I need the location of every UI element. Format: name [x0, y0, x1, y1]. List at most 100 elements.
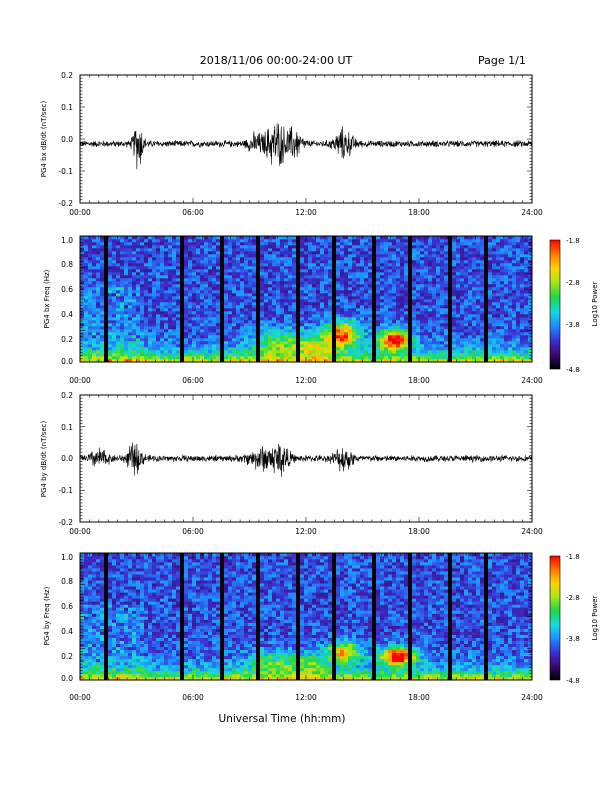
spectrogram-cell [484, 257, 489, 261]
spectrogram-cell [424, 278, 429, 282]
spectrogram-cell [396, 347, 401, 351]
spectrogram-cell [296, 284, 301, 288]
spectrogram-cell [112, 284, 117, 288]
spectrogram-cell [232, 290, 237, 294]
spectrogram-cell [216, 296, 221, 300]
spectrogram-cell [96, 239, 101, 243]
spectrogram-cell [268, 338, 273, 342]
spectrogram-cell [180, 266, 185, 270]
spectrogram-cell [172, 251, 177, 255]
spectrogram-cell [388, 245, 393, 249]
spectrogram-cell [468, 245, 473, 249]
spectrogram-cell [92, 311, 97, 315]
spectrogram-cell [136, 317, 141, 321]
spectrogram-cell [160, 341, 165, 345]
spectrogram-cell [240, 296, 245, 300]
spectrogram-cell [352, 314, 357, 318]
spectrogram-cell [464, 305, 469, 309]
spectrogram-cell [440, 263, 445, 267]
spectrogram-cell [388, 320, 393, 324]
spectrogram-cell [204, 344, 209, 348]
spectrogram-cell [404, 350, 409, 354]
spectrogram-cell [484, 332, 489, 336]
spectrogram-cell [392, 269, 397, 273]
spectrogram-cell [180, 275, 185, 279]
spectrogram-cell [380, 332, 385, 336]
spectrogram-cell [440, 338, 445, 342]
spectrogram-cell [356, 296, 361, 300]
spectrogram-cell [288, 287, 293, 291]
spectrogram-cell [488, 320, 493, 324]
spectrogram-cell [492, 332, 497, 336]
spectrogram-cell [408, 344, 413, 348]
spectrogram-cell [108, 242, 113, 246]
spectrogram-cell [124, 350, 129, 354]
spectrogram-cell [220, 281, 225, 285]
spectrogram-cell [380, 356, 385, 360]
spectrogram-cell [296, 329, 301, 333]
spectrogram-cell [404, 269, 409, 273]
spectrogram-cell [100, 251, 105, 255]
spectrogram-cell [376, 311, 381, 315]
spectrogram-cell [296, 302, 301, 306]
spectrogram-cell [96, 266, 101, 270]
spectrogram-cell [308, 272, 313, 276]
spectrogram-cell [380, 293, 385, 297]
spectrogram-cell [388, 344, 393, 348]
spectrogram-cell [444, 332, 449, 336]
spectrogram-cell [348, 341, 353, 345]
spectrogram-cell [296, 299, 301, 303]
spectrogram-cell [320, 290, 325, 294]
spectrogram-cell [248, 359, 253, 363]
spectrogram-cell [444, 293, 449, 297]
spectrogram-cell [500, 311, 505, 315]
spectrogram-cell [340, 287, 345, 291]
spectrogram-cell [208, 290, 213, 294]
spectrogram-cell [320, 347, 325, 351]
spectrogram-cell [260, 248, 265, 252]
spectrogram-cell [128, 257, 133, 261]
spectrogram-cell [400, 290, 405, 294]
spectrogram-cell [328, 245, 333, 249]
spectrogram-cell [308, 317, 313, 321]
spectrogram-cell [428, 245, 433, 249]
spectrogram-cell [240, 236, 245, 240]
spectrogram-cell [456, 359, 461, 363]
spectrogram-cell [404, 326, 409, 330]
spectrogram-cell [104, 248, 109, 252]
spectrogram-cell [372, 287, 377, 291]
spectrogram-cell [128, 323, 133, 327]
spectrogram-cell [320, 302, 325, 306]
spectrogram-cell [408, 296, 413, 300]
spectrogram-cell [400, 242, 405, 246]
spectrogram-cell [384, 332, 389, 336]
spectrogram-cell [148, 344, 153, 348]
spectrogram-cell [352, 335, 357, 339]
spectrogram-cell [108, 341, 113, 345]
spectrogram-cell [448, 287, 453, 291]
spectrogram-cell [148, 359, 153, 363]
spectrogram-cell [260, 311, 265, 315]
spectrogram-cell [468, 341, 473, 345]
spectrogram-cell [504, 287, 509, 291]
spectrogram-cell [208, 293, 213, 297]
spectrogram-cell [140, 344, 145, 348]
spectrogram-cell [108, 332, 113, 336]
spectrogram-cell [520, 302, 525, 306]
spectrogram-cell [352, 266, 357, 270]
spectrogram-cell [408, 239, 413, 243]
spectrogram-cell [140, 284, 145, 288]
spectrogram-cell [220, 302, 225, 306]
spectrogram-cell [92, 308, 97, 312]
spectrogram-cell [352, 284, 357, 288]
spectrogram-cell [316, 272, 321, 276]
spectrogram-cell [92, 275, 97, 279]
spectrogram-cell [460, 242, 465, 246]
spectrogram-cell [152, 263, 157, 267]
spectrogram-cell [88, 251, 93, 255]
spectrogram-cell [168, 260, 173, 264]
spectrogram-cell [436, 350, 441, 354]
spectrogram-cell [484, 341, 489, 345]
spectrogram-cell [260, 260, 265, 264]
spectrogram-cell [284, 296, 289, 300]
